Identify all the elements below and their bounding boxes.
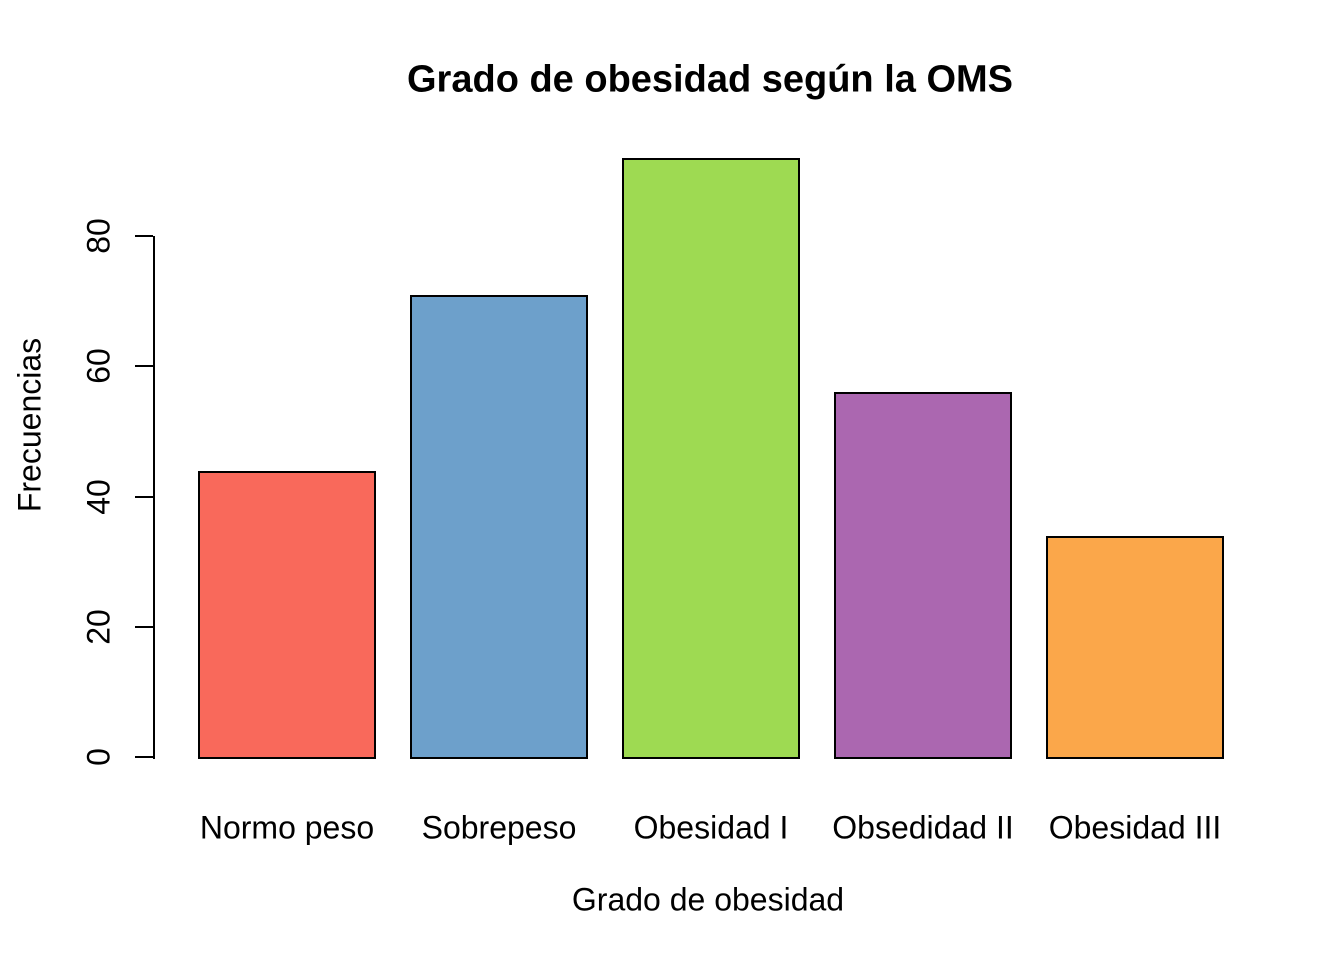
x-category-label: Sobrepeso — [421, 809, 577, 846]
bar-obesidad-iii — [1046, 535, 1224, 759]
chart-title: Grado de obesidad según la OMS — [407, 58, 1013, 101]
y-tick-label: 60 — [80, 348, 117, 385]
bar-obesidad-i — [622, 158, 800, 759]
y-axis-label: Frecuencias — [11, 337, 48, 513]
y-tick-mark — [135, 495, 153, 498]
y-tick-mark — [135, 235, 153, 238]
y-tick-label: 40 — [80, 478, 117, 515]
x-category-label: Normo peso — [199, 809, 375, 846]
x-category-label: Obesidad III — [1048, 809, 1222, 846]
y-axis-line — [153, 236, 155, 759]
bar-normo-peso — [198, 470, 376, 759]
y-tick-mark — [135, 365, 153, 368]
y-tick-label: 80 — [80, 218, 117, 254]
y-tick-label: 20 — [80, 609, 117, 645]
x-category-label: Obsedidad II — [832, 809, 1014, 846]
x-axis-label: Grado de obesidad — [571, 881, 845, 918]
bar-sobrepeso — [410, 294, 588, 759]
y-tick-mark — [135, 756, 153, 758]
y-tick-mark — [135, 625, 153, 628]
x-category-label: Obesidad I — [633, 809, 789, 846]
y-tick-label: 0 — [80, 748, 117, 766]
bar-obsedidad-ii — [834, 392, 1012, 759]
